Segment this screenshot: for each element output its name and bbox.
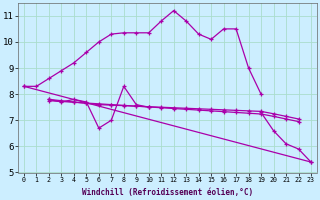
X-axis label: Windchill (Refroidissement éolien,°C): Windchill (Refroidissement éolien,°C) [82, 188, 253, 197]
